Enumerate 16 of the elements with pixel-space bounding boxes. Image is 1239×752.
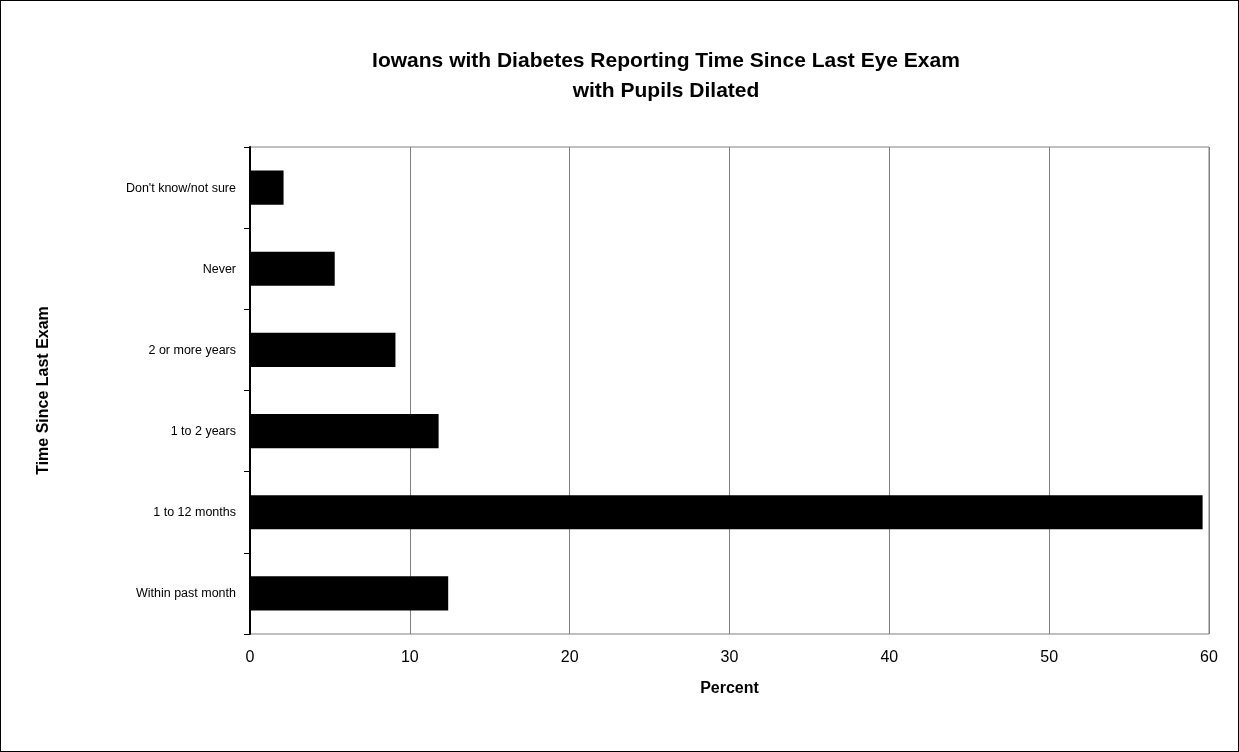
x-tick-label: 30 [720, 647, 739, 665]
y-tick-label: 1 to 12 months [153, 505, 236, 520]
y-tick-label: 2 or more years [148, 342, 236, 357]
y-axis-title: Time Since Last Exam [33, 306, 51, 475]
x-tick-label: 20 [560, 647, 579, 665]
x-tick-label: 40 [880, 647, 899, 665]
y-tick-label: Within past month [135, 586, 237, 601]
x-tick-label: 0 [245, 647, 255, 665]
y-tick-label: 1 to 2 years [170, 424, 236, 439]
y-tick-label: Don't know/not sure [125, 180, 237, 195]
chart-title: Iowans with Diabetes Reporting Time Since Last Eye Exam with Pupils Dilated [372, 47, 960, 101]
x-tick-label: 10 [400, 647, 419, 665]
y-tick-label: Never [202, 261, 236, 276]
x-tick-label: 50 [1040, 647, 1059, 665]
x-tick-label: 60 [1200, 647, 1218, 665]
x-axis-title: Percent [700, 678, 760, 696]
